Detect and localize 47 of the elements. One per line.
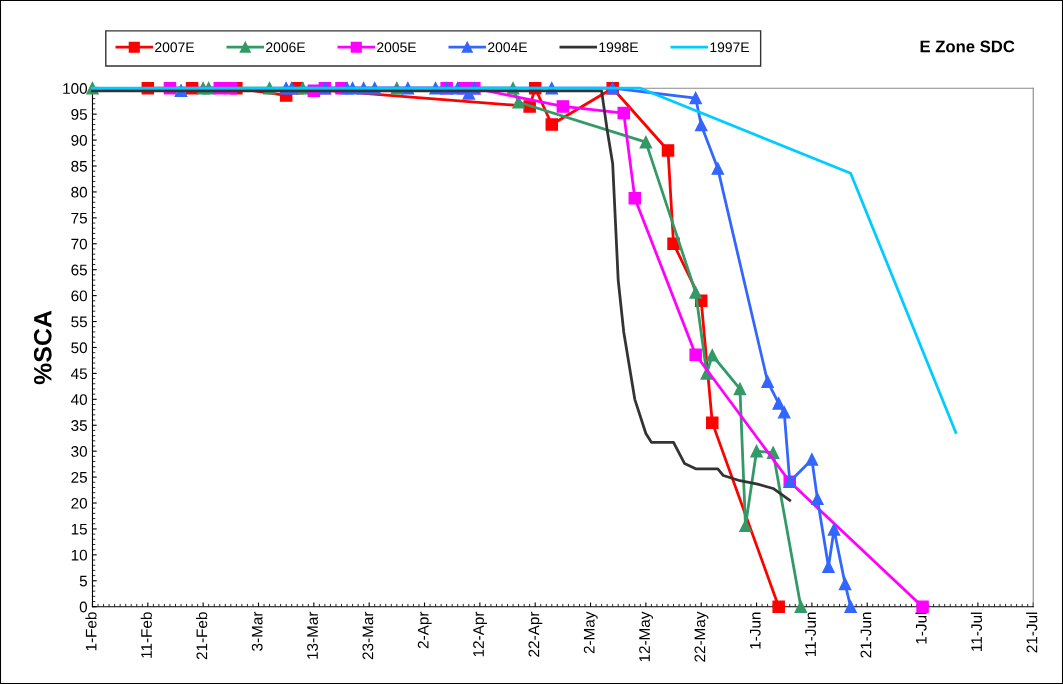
y-tick-label: 0 [79,601,88,613]
y-tick-label: 35 [71,420,87,431]
x-tick-label: 11-Jul [970,612,982,651]
y-tick-label: 30 [71,446,88,457]
y-tick-label: 80 [71,186,88,198]
y-tick-label: 100 [63,83,88,94]
x-tick-label: 11-Feb [140,612,152,658]
legend-label: 1998E [599,42,638,53]
x-tick-label: 1-Feb [85,612,97,651]
legend-label: 1997E [710,42,749,53]
x-tick-label: 1-Jun [749,612,761,649]
x-tick-label: 21-Feb [196,612,208,660]
legend-label: 2007E [155,42,194,53]
legend-label: 2004E [488,42,527,53]
x-tick-label: 21-Jun [860,612,872,658]
y-tick-label: 75 [71,212,87,224]
x-tick-label: 12-Apr [473,611,487,657]
legend-label: 2006E [266,42,305,53]
y-tick-label: 15 [71,523,87,535]
y-tick-label: 45 [70,368,87,380]
legend-label: 2005E [377,42,416,53]
x-tick-label: 2-May [583,611,598,654]
x-tick-label: 3-Mar [251,611,263,651]
y-tick-label: 90 [71,134,88,146]
x-tick-label: 11-Jun [805,612,816,656]
x-tick-label: 22-May [694,611,709,662]
y-tick-label: 55 [71,316,87,328]
x-tick-label: 22-Apr [528,611,543,657]
chart-title: E Zone SDC [920,40,1015,53]
y-tick-label: 5 [79,575,87,587]
y-tick-label: 70 [71,238,88,250]
y-tick-label: 85 [71,160,87,172]
y-tick-label: 25 [71,471,87,483]
x-tick-label: 12-May [639,611,653,662]
x-tick-label: 1-Jul [915,612,927,644]
y-tick-label: 95 [71,109,87,120]
x-tick-label: 21-Jul [1026,612,1038,653]
y-tick-label: 10 [71,549,88,561]
x-tick-label: 23-Mar [362,611,374,660]
x-tick-label: 13-Mar [307,611,318,659]
y-axis-title: %SCA [33,310,52,385]
y-tick-label: 40 [70,394,88,406]
y-tick-label: 20 [71,497,88,509]
y-tick-label: 50 [71,342,88,354]
y-tick-label: 65 [71,264,87,276]
x-tick-label: 2-Apr [417,611,432,649]
y-tick-label: 60 [71,290,88,302]
